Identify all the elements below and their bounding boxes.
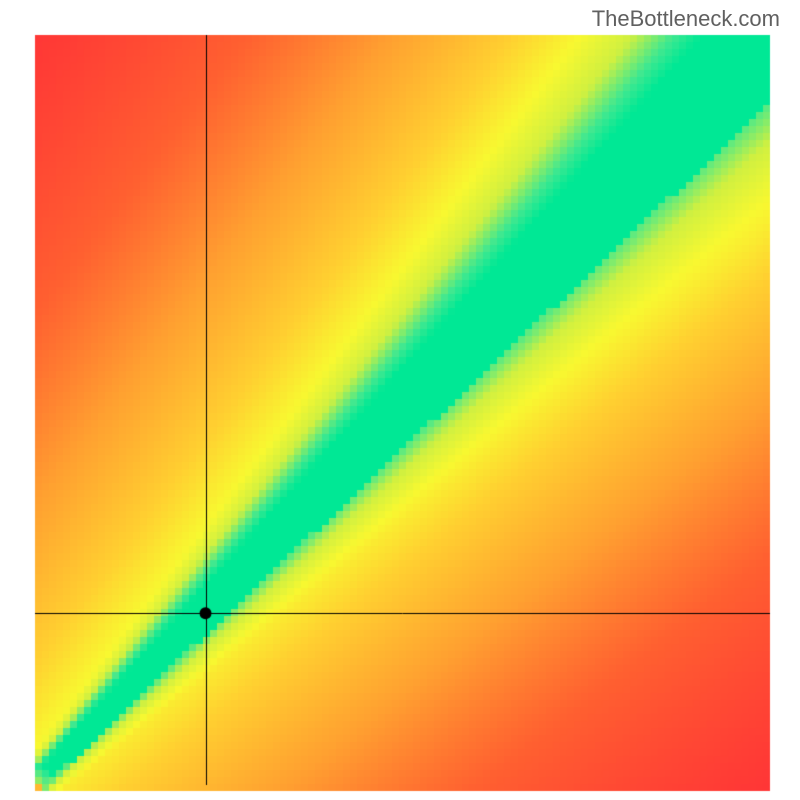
heatmap-canvas xyxy=(0,0,800,800)
watermark-text: TheBottleneck.com xyxy=(592,6,780,32)
chart-container: TheBottleneck.com xyxy=(0,0,800,800)
